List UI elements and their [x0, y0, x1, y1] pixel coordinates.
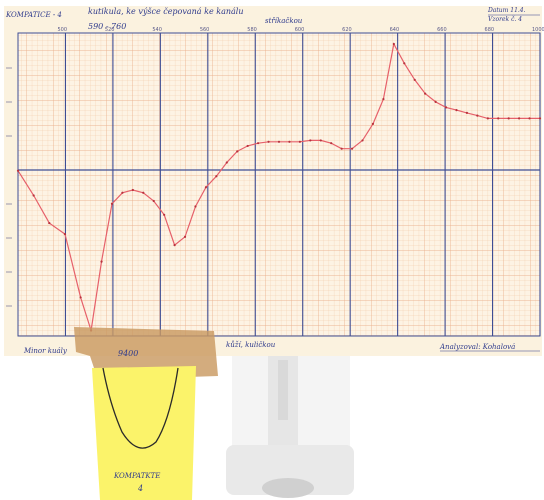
top-tick-label: 660: [437, 27, 447, 33]
top-tick-label: 540: [152, 27, 162, 33]
data-point: [361, 139, 364, 142]
data-point: [215, 175, 218, 178]
sticky-note: KOMPATKTE 4: [92, 366, 196, 500]
data-point: [183, 235, 187, 238]
data-point: [121, 191, 124, 194]
data-point: [173, 244, 176, 247]
data-point: [413, 78, 416, 81]
data-point: [131, 188, 134, 192]
data-point: [507, 117, 510, 120]
data-point: [204, 186, 208, 189]
header-right-bottom: Vzorek č. 4: [488, 16, 522, 23]
data-point: [382, 98, 385, 101]
data-point: [371, 122, 375, 125]
header: KOMPATICE - 4 kutikula, ke výšce čepovan…: [5, 7, 540, 31]
data-point: [538, 117, 542, 120]
lamp-stand: [226, 355, 354, 498]
data-point: [236, 150, 239, 153]
top-tick-label: 600: [295, 27, 305, 33]
top-tick-label: 620: [342, 27, 352, 33]
footer-left: Minor kuály: [23, 347, 68, 355]
data-point: [32, 194, 35, 197]
data-series: [16, 42, 542, 332]
data-point: [152, 199, 155, 203]
data-point: [110, 202, 114, 205]
top-tick-label: 520: [105, 27, 115, 33]
data-point: [476, 114, 479, 117]
data-point: [403, 62, 406, 65]
data-point: [309, 139, 312, 142]
data-point: [16, 169, 20, 172]
top-tick-label: 580: [247, 27, 257, 33]
top-tick-label: 640: [390, 27, 400, 33]
top-tick-label: 500: [57, 27, 67, 33]
footer-center: kůží, kuličkou: [226, 340, 276, 349]
data-point: [288, 140, 291, 143]
data-point: [79, 296, 82, 299]
footer-right: Analyzoval: Kohalová: [439, 343, 515, 351]
footer: Minor kuály kůží, kuličkou Analyzoval: K…: [23, 340, 540, 355]
header-extra: stříkačkou: [265, 17, 303, 25]
data-point: [63, 232, 67, 236]
header-description: kutikula, ke výšce čepovaná ke kanálu: [88, 7, 244, 16]
data-point: [350, 147, 354, 150]
data-point: [246, 144, 249, 148]
data-point: [163, 213, 166, 216]
data-point: [257, 142, 260, 145]
data-point: [319, 139, 322, 142]
data-point: [497, 117, 500, 120]
data-point: [486, 117, 489, 120]
data-point: [434, 100, 437, 103]
data-point: [392, 42, 395, 46]
sticky-note-number: 4: [137, 484, 143, 493]
top-tick-labels: 500 520 540 560 580 600 620 640 660 680 1000: [57, 27, 544, 33]
top-tick-label: 680: [485, 27, 495, 33]
plot-area: [17, 32, 541, 337]
data-point: [100, 260, 103, 263]
data-point: [277, 140, 281, 143]
data-point: [267, 140, 270, 143]
top-tick-label: 1000: [532, 27, 544, 33]
data-point: [48, 221, 51, 225]
data-point: [298, 140, 301, 143]
data-point: [142, 191, 145, 194]
data-point: [455, 109, 458, 112]
data-point: [444, 106, 448, 109]
sticky-note-curve: [102, 367, 179, 449]
tape-label: 9400: [118, 349, 138, 358]
data-point: [518, 117, 521, 120]
data-point: [465, 111, 469, 114]
data-point: [194, 205, 197, 208]
sticky-note-label: KOMPATKTE: [113, 472, 160, 480]
header-range: 590 - 760: [88, 22, 126, 31]
left-axis-ticks: [6, 67, 12, 307]
data-point: [225, 161, 228, 164]
data-point: [528, 117, 531, 120]
header-label: KOMPATICE - 4: [5, 11, 62, 19]
data-point: [340, 147, 343, 150]
data-point: [424, 92, 427, 95]
data-point: [330, 142, 333, 145]
top-tick-label: 560: [200, 27, 210, 33]
header-right-top: Datum 11.4.: [487, 7, 526, 14]
